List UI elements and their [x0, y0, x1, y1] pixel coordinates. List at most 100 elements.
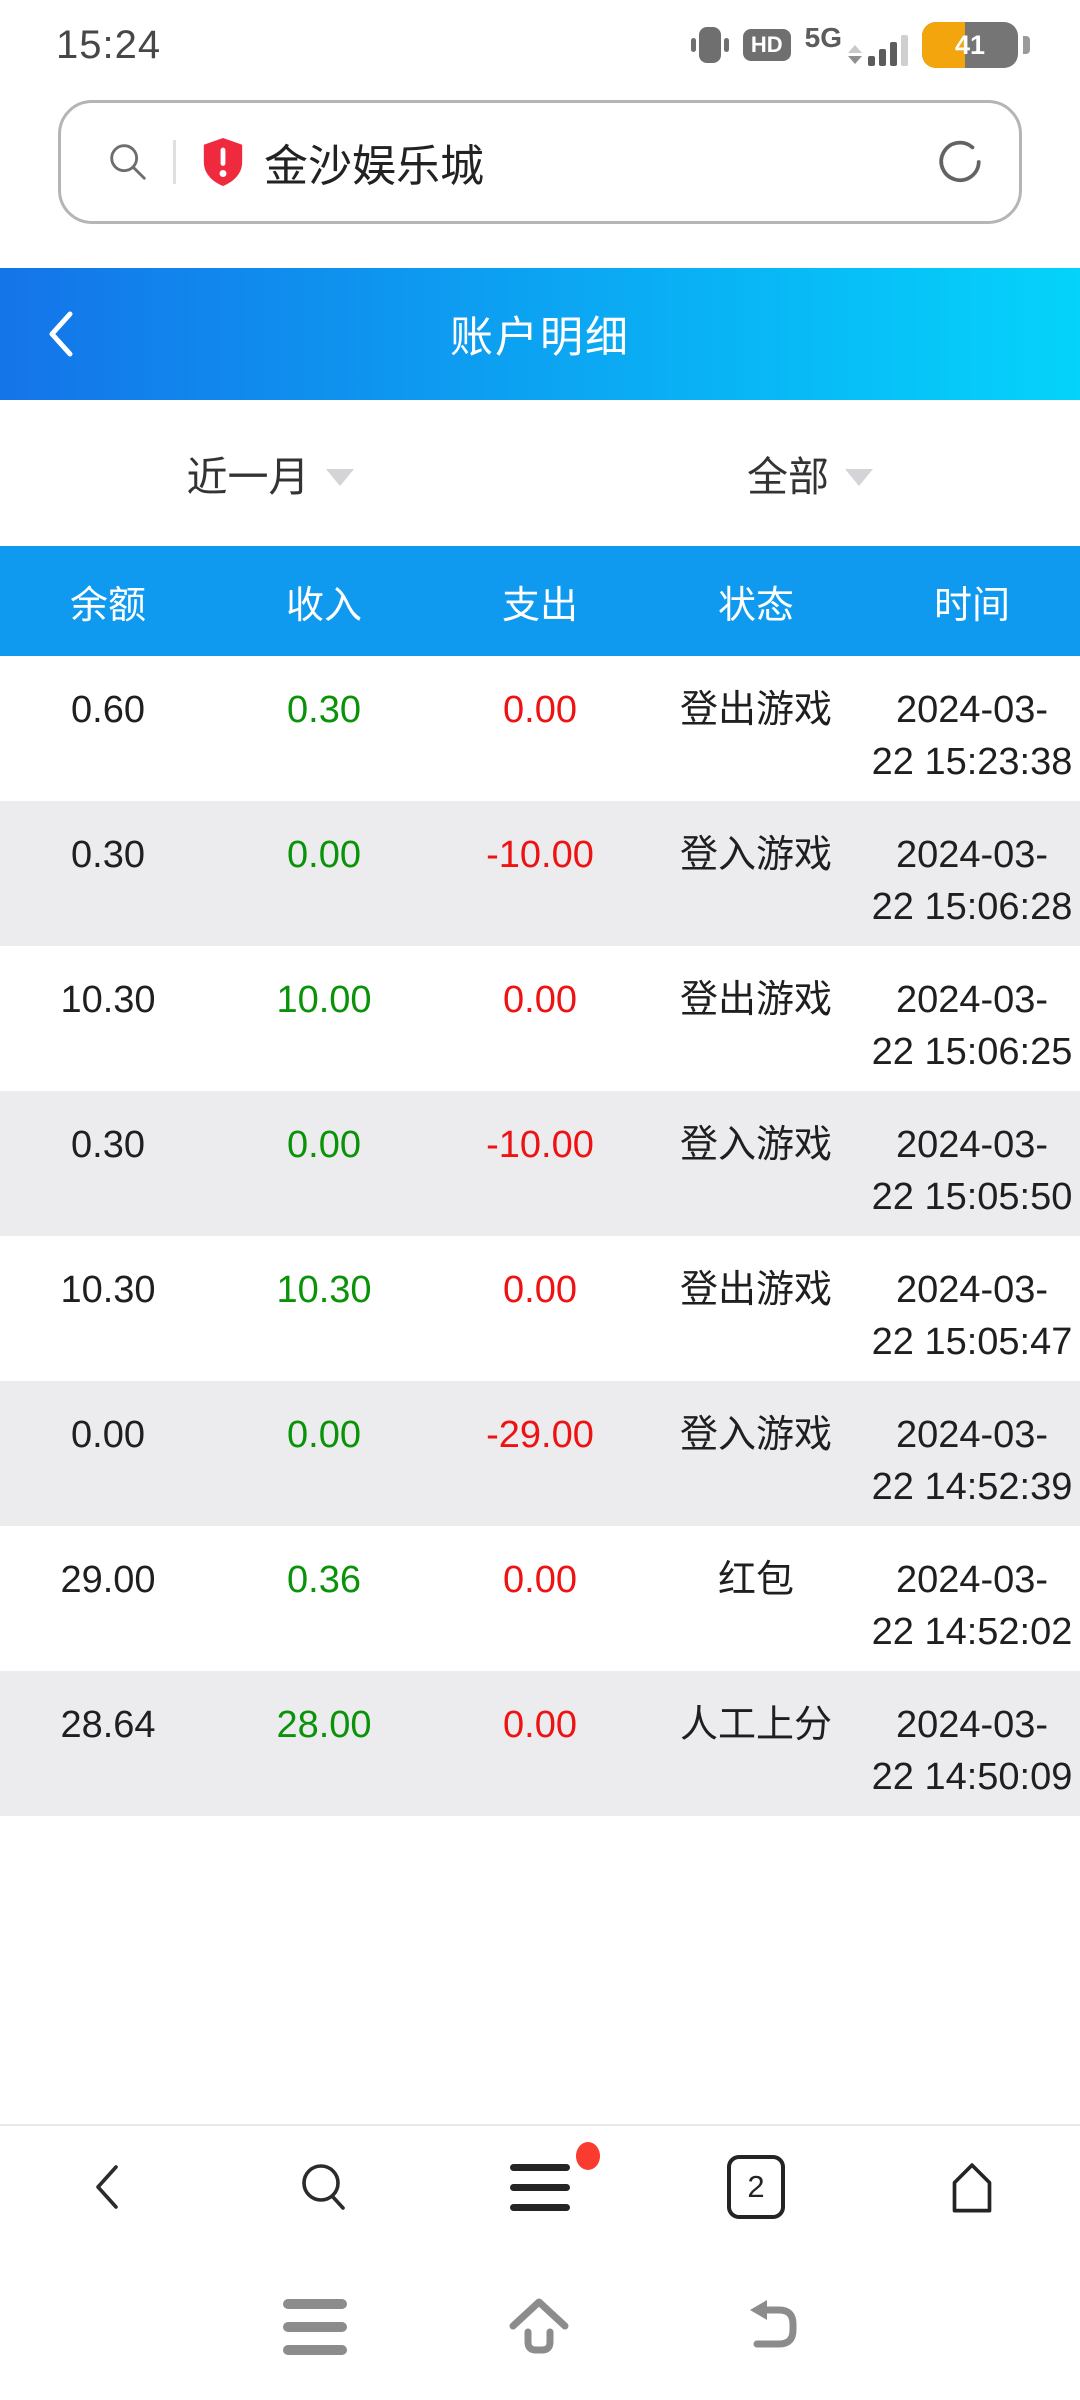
battery-icon: 41 [922, 22, 1018, 68]
nav-back-button[interactable] [0, 2159, 216, 2215]
col-expense: 支出 [501, 584, 578, 627]
col-status: 状态 [717, 584, 794, 627]
table-row: 29.00 0.36 0.00 红包 2024-03- 22 14:52:02 [0, 1526, 1080, 1671]
cell-balance: 10.30 [60, 979, 156, 1021]
system-back-button[interactable] [731, 2292, 797, 2363]
type-filter-label: 全部 [747, 454, 829, 500]
cell-status: 登出游戏 [679, 979, 832, 1021]
vibrate-icon [690, 27, 729, 63]
nav-tabs-button[interactable]: 2 [648, 2155, 864, 2219]
cell-income: 28.00 [276, 1704, 372, 1746]
chevron-left-icon [49, 311, 73, 357]
cell-income: 0.00 [287, 1124, 361, 1166]
cell-balance: 10.30 [60, 1269, 156, 1311]
page-title: 账户明细 [450, 314, 630, 362]
cell-income: 0.30 [287, 689, 361, 731]
cell-income: 0.00 [287, 1414, 361, 1456]
table-row: 0.60 0.30 0.00 登出游戏 2024-03- 22 15:23:38 [0, 656, 1080, 801]
tab-counter: 2 [727, 2155, 785, 2219]
status-bar: 15:24 HD 5G 41 [0, 0, 1080, 90]
account-table-body: 0.60 0.30 0.00 登出游戏 2024-03- 22 15:23:38… [0, 656, 1080, 1816]
cell-expense: -10.00 [486, 1124, 594, 1166]
nav-home-button[interactable] [864, 2156, 1080, 2218]
system-nav-bar [0, 2248, 1080, 2400]
battery-nub [1023, 36, 1030, 54]
browser-nav-bar: 2 [0, 2124, 1080, 2248]
cell-balance: 0.30 [71, 834, 145, 876]
cell-income: 0.36 [287, 1559, 361, 1601]
cell-expense: 0.00 [503, 689, 577, 731]
search-input[interactable]: 金沙娱乐城 [58, 100, 1022, 224]
cell-balance: 0.00 [71, 1414, 145, 1456]
app-header: 账户明细 [0, 268, 1080, 400]
cell-time: 2024-03- 22 14:52:39 [871, 1414, 1073, 1508]
table-row: 0.00 0.00 -29.00 登入游戏 2024-03- 22 14:52:… [0, 1381, 1080, 1526]
data-arrows-icon [848, 45, 862, 64]
site-safety-warning-icon[interactable] [200, 136, 246, 188]
system-home-button[interactable] [503, 2292, 575, 2363]
table-row: 0.30 0.00 -10.00 登入游戏 2024-03- 22 15:06:… [0, 801, 1080, 946]
table-row: 10.30 10.30 0.00 登出游戏 2024-03- 22 15:05:… [0, 1236, 1080, 1381]
return-arrow-icon [750, 2299, 797, 2347]
table-row: 10.30 10.00 0.00 登出游戏 2024-03- 22 15:06:… [0, 946, 1080, 1091]
hd-icon: HD [742, 29, 791, 61]
cell-balance: 0.60 [71, 689, 145, 731]
search-icon [110, 144, 146, 180]
home-icon [509, 2298, 569, 2353]
date-range-filter[interactable]: 近一月 [187, 443, 354, 503]
cell-time: 2024-03- 22 14:52:02 [871, 1559, 1073, 1653]
battery-percent: 41 [954, 29, 986, 60]
cell-time: 2024-03- 22 15:23:38 [871, 689, 1073, 783]
table-row: 28.64 28.00 0.00 人工上分 2024-03- 22 14:50:… [0, 1671, 1080, 1816]
menu-icon [510, 2141, 600, 2211]
table-row: 0.30 0.00 -10.00 登入游戏 2024-03- 22 15:05:… [0, 1091, 1080, 1236]
chevron-down-icon [845, 468, 873, 486]
status-icons: HD 5G 41 [690, 22, 1030, 68]
col-income: 收入 [285, 584, 362, 627]
search-bar-area: 金沙娱乐城 [0, 90, 1080, 268]
cell-time: 2024-03- 22 15:06:25 [871, 979, 1073, 1073]
date-range-label: 近一月 [186, 454, 310, 500]
cell-expense: 0.00 [503, 979, 577, 1021]
divider [173, 140, 176, 184]
home-icon [952, 2163, 992, 2213]
cell-time: 2024-03- 22 14:50:09 [871, 1704, 1073, 1798]
cell-status: 红包 [717, 1559, 794, 1601]
cell-status: 登入游戏 [679, 834, 832, 876]
cell-time: 2024-03- 22 15:06:28 [871, 834, 1073, 928]
signal-5g-icon: 5G [805, 24, 908, 66]
col-time: 时间 [933, 584, 1010, 627]
chevron-down-icon [325, 468, 354, 486]
cell-income: 0.00 [287, 834, 361, 876]
cell-expense: 0.00 [503, 1559, 577, 1601]
chevron-left-icon [96, 2165, 118, 2209]
type-filter[interactable]: 全部 [747, 443, 873, 503]
cell-status: 登入游戏 [679, 1124, 832, 1166]
col-balance: 余额 [69, 584, 146, 627]
cell-status: 登入游戏 [679, 1414, 832, 1456]
back-button[interactable] [34, 302, 90, 366]
status-time: 15:24 [56, 22, 162, 67]
cell-income: 10.00 [276, 979, 372, 1021]
refresh-icon[interactable] [935, 137, 985, 187]
cell-time: 2024-03- 22 15:05:47 [871, 1269, 1073, 1363]
cell-expense: -10.00 [486, 834, 594, 876]
filter-bar: 近一月 全部 [0, 400, 1080, 546]
cell-time: 2024-03- 22 15:05:50 [871, 1124, 1073, 1218]
cell-balance: 0.30 [71, 1124, 145, 1166]
content-spacer [0, 1816, 1080, 2124]
system-menu-button[interactable] [283, 2299, 347, 2355]
notification-dot [576, 2141, 600, 2170]
cell-status: 登出游戏 [679, 689, 832, 731]
cell-expense: 0.00 [503, 1269, 577, 1311]
search-query-text[interactable]: 金沙娱乐城 [264, 142, 484, 191]
cell-balance: 29.00 [60, 1559, 156, 1601]
cell-expense: -29.00 [486, 1414, 594, 1456]
cell-expense: 0.00 [503, 1704, 577, 1746]
account-table-header: 余额 收入 支出 状态 时间 [0, 546, 1080, 656]
cell-balance: 28.64 [60, 1704, 156, 1746]
nav-search-button[interactable] [216, 2158, 432, 2216]
nav-menu-button[interactable] [432, 2141, 648, 2211]
search-icon [302, 2164, 345, 2210]
